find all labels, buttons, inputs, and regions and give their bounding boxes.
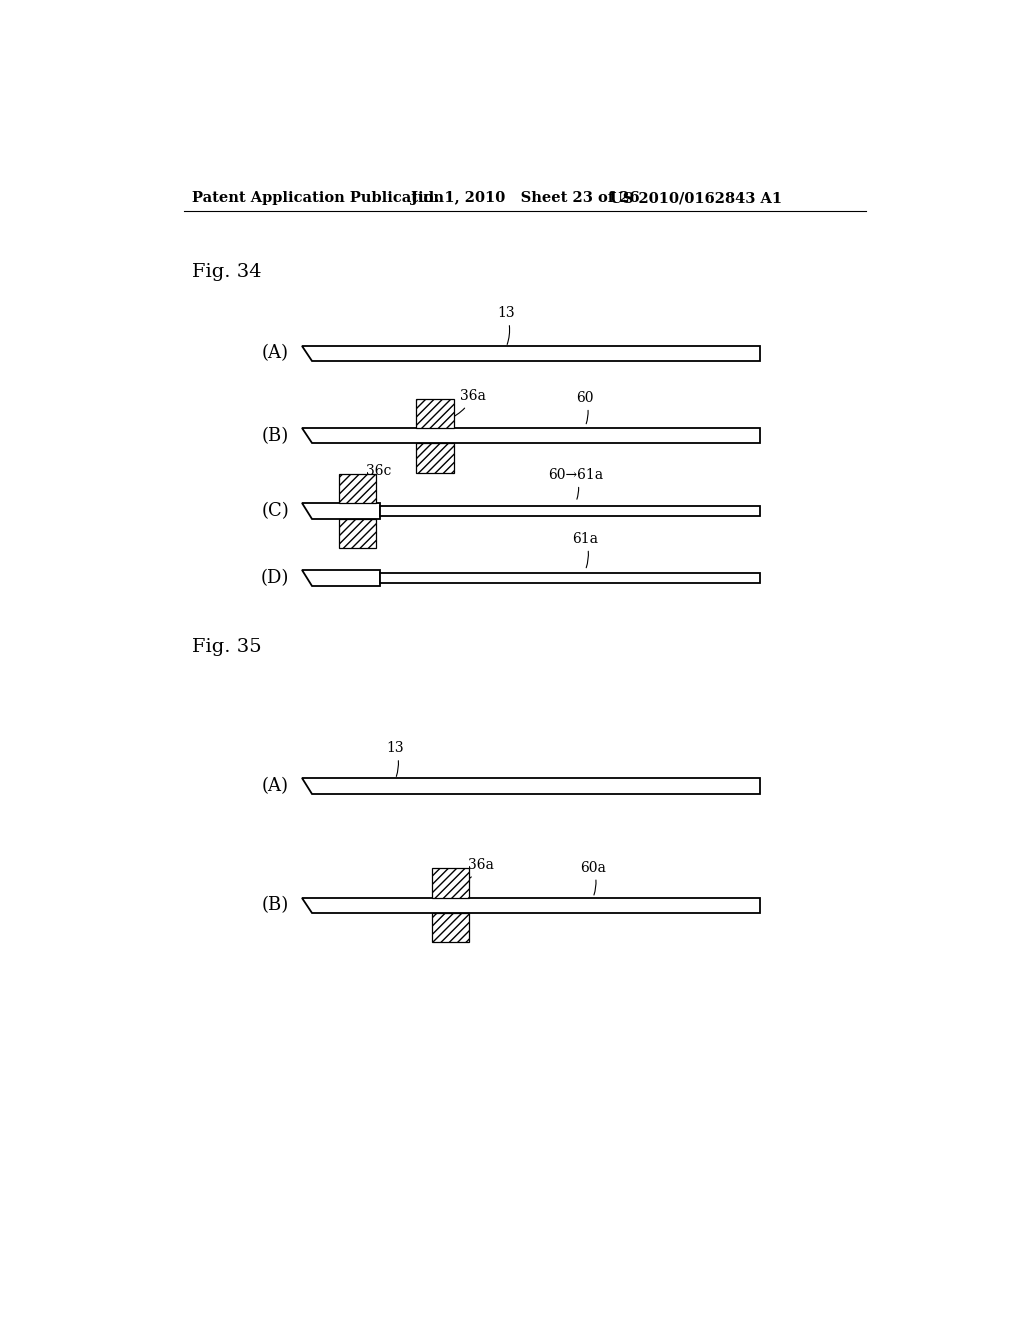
Bar [339, 519, 376, 548]
Bar [380, 506, 760, 516]
Text: (A): (A) [262, 345, 289, 362]
Bar [432, 869, 469, 898]
Text: Fig. 34: Fig. 34 [191, 264, 261, 281]
Polygon shape [302, 898, 760, 913]
Text: 60a: 60a [580, 861, 606, 895]
Bar [432, 913, 469, 942]
Text: (A): (A) [262, 777, 289, 795]
Text: Fig. 35: Fig. 35 [191, 639, 261, 656]
Text: US 2010/0162843 A1: US 2010/0162843 A1 [610, 191, 782, 206]
Polygon shape [302, 779, 760, 793]
Text: 60: 60 [577, 391, 594, 424]
Text: Patent Application Publication: Patent Application Publication [191, 191, 443, 206]
Bar [380, 573, 760, 583]
Text: 60→61a: 60→61a [549, 467, 603, 499]
Text: 61a: 61a [572, 532, 598, 568]
Text: 36a: 36a [449, 389, 485, 420]
Text: Jul. 1, 2010   Sheet 23 of 26: Jul. 1, 2010 Sheet 23 of 26 [411, 191, 640, 206]
Bar [417, 399, 454, 428]
Polygon shape [302, 570, 380, 586]
Bar [339, 474, 376, 503]
Text: 36a: 36a [455, 858, 494, 887]
Text: 13: 13 [387, 741, 404, 776]
Polygon shape [302, 428, 760, 444]
Text: (C): (C) [261, 502, 289, 520]
Text: (D): (D) [261, 569, 290, 587]
Polygon shape [302, 503, 380, 519]
Text: 13: 13 [498, 306, 515, 345]
Text: (B): (B) [261, 896, 289, 915]
Polygon shape [302, 346, 760, 360]
Bar [417, 444, 454, 473]
Text: (B): (B) [261, 426, 289, 445]
Text: 36c: 36c [359, 463, 391, 488]
